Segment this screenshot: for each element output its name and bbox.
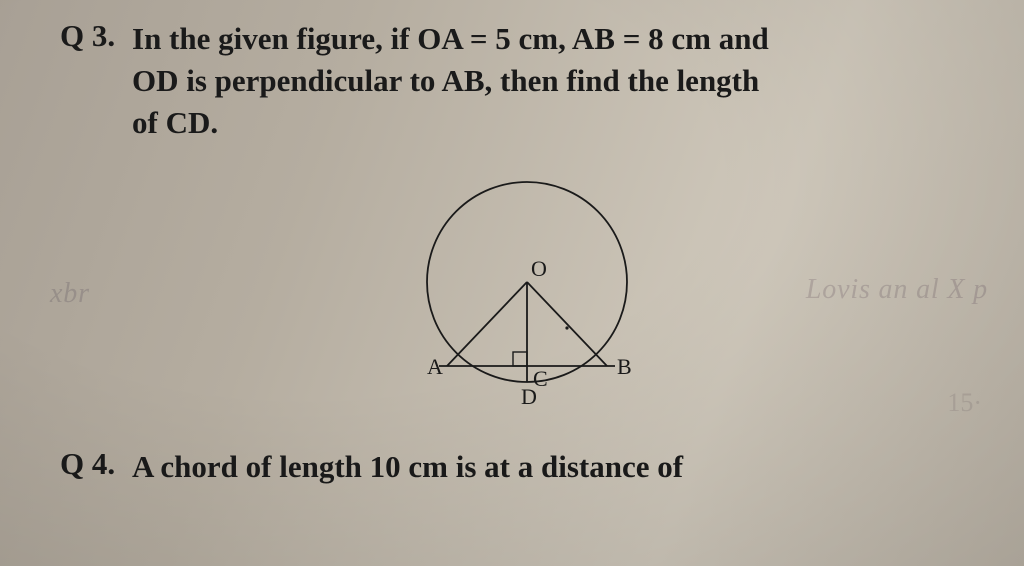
q4-label: Q 4. [60,446,120,488]
q4-text: A chord of length 10 cm is at a distance… [132,446,683,488]
figure-svg-wrap: OABCD [387,154,667,434]
svg-text:D: D [521,384,537,409]
q4-line1: A chord of length 10 cm is at a distance… [132,449,683,484]
question-4: Q 4. A chord of length 10 cm is at a dis… [60,446,994,488]
q3-label: Q 3. [60,18,120,144]
svg-text:O: O [531,256,547,281]
circle-figure: OABCD [387,154,667,434]
figure-container: OABCD [60,154,994,434]
q3-line1: In the given figure, if OA = 5 cm, AB = … [132,21,769,56]
svg-text:B: B [617,354,632,379]
q3-line2: OD is perpendicular to AB, then find the… [132,63,759,98]
svg-text:A: A [427,354,443,379]
q3-line3: of CD. [132,105,218,140]
q3-text: In the given figure, if OA = 5 cm, AB = … [132,18,769,144]
question-3: Q 3. In the given figure, if OA = 5 cm, … [60,18,994,144]
